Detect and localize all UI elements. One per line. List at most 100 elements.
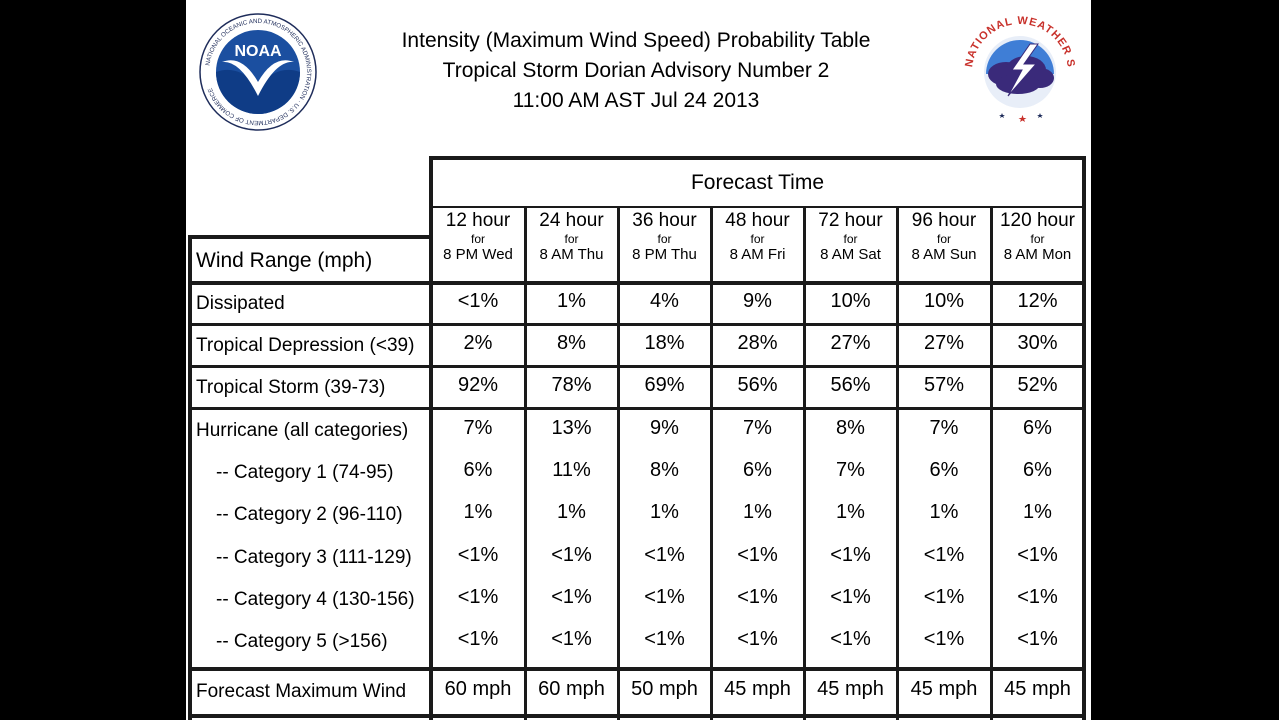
table-cell: 4%: [650, 289, 679, 312]
table-cell: 7%: [743, 416, 772, 439]
wind-range-header: Wind Range (mph): [196, 249, 373, 272]
table-cell: <1%: [457, 585, 499, 608]
table-cell: <1%: [923, 627, 965, 650]
table-cell: 6%: [463, 458, 493, 481]
table-cell: 50 mph: [631, 677, 698, 700]
table-cell: 27%: [923, 331, 965, 354]
table-cell: 12%: [1017, 289, 1058, 312]
column-divider: [990, 206, 993, 720]
table-cell: <1%: [1017, 585, 1058, 608]
table-cell: 7%: [836, 458, 865, 481]
table-cell: 8%: [650, 458, 679, 481]
table-cell: 9%: [743, 289, 772, 312]
table-cell: <1%: [737, 627, 778, 650]
column-divider: [524, 206, 527, 720]
row-label: -- Category 3 (111-129): [216, 547, 412, 568]
table-cell: <1%: [551, 627, 592, 650]
column-header-hour: 24 hour: [539, 210, 604, 231]
table-cell: <1%: [457, 627, 499, 650]
table-cell: 45 mph: [1004, 677, 1071, 700]
table-cell: 52%: [1017, 373, 1058, 396]
table-cell: 10%: [830, 289, 871, 312]
column-divider: [896, 206, 899, 720]
probability-table: Forecast Time Wind Range (mph) 12 hour for 8…: [186, 0, 1091, 720]
table-border-left: [188, 235, 192, 720]
table-cell: 10%: [923, 289, 965, 312]
table-cell: <1%: [551, 543, 592, 566]
column-header-for: for: [1030, 232, 1045, 246]
table-cell: <1%: [644, 543, 685, 566]
table-cell: 1%: [463, 500, 493, 523]
table-cell: 60 mph: [444, 677, 512, 700]
row-divider: [189, 323, 1084, 326]
column-divider: [710, 206, 713, 720]
column-header-hour: 72 hour: [818, 210, 883, 231]
nws-logo-icon: NATIONAL WEATHER SERVICE: [960, 10, 1076, 122]
noaa-logo-icon: NOAA NATIONAL OCEANIC AND ATMOSPHERIC AD…: [199, 13, 317, 131]
row-divider: [189, 365, 1084, 368]
table-cell: 1%: [557, 500, 586, 523]
column-divider: [803, 206, 806, 720]
table-cell: <1%: [830, 543, 871, 566]
table-cell: 1%: [557, 289, 586, 312]
table-cell: 11%: [552, 458, 591, 481]
table-cell: 9%: [650, 416, 679, 439]
table-cell: 1%: [836, 500, 865, 523]
column-header-hour: 96 hour: [911, 210, 977, 231]
table-cell: 45 mph: [817, 677, 884, 700]
table-cell: 6%: [1023, 416, 1052, 439]
table-cell: 27%: [830, 331, 871, 354]
table-cell: 56%: [737, 373, 778, 396]
table-cell: 1%: [743, 500, 772, 523]
column-header-hour: 48 hour: [725, 210, 790, 231]
column-header-for: for: [657, 232, 672, 246]
table-cell: 7%: [929, 416, 959, 439]
table-cell: 18%: [644, 331, 685, 354]
column-header: 48 hour for 8 AM Fri: [711, 210, 804, 264]
document-panel: NOAA NATIONAL OCEANIC AND ATMOSPHERIC AD…: [186, 0, 1091, 720]
column-divider: [617, 206, 620, 720]
table-cell: <1%: [457, 543, 499, 566]
table-cell: 8%: [836, 416, 865, 439]
label-border-top: [189, 235, 431, 239]
column-header: 120 hour for 8 AM Mon: [991, 210, 1084, 264]
table-cell: 8%: [557, 331, 586, 354]
svg-text:NOAA: NOAA: [234, 43, 282, 60]
column-header-for: for: [564, 232, 579, 246]
table-cell: <1%: [644, 627, 685, 650]
table-cell: 92%: [457, 373, 499, 396]
forecast-time-divider: [431, 206, 1084, 208]
table-cell: 2%: [463, 331, 493, 354]
column-header-time: 8 AM Sun: [911, 246, 977, 263]
table-cell: 60 mph: [538, 677, 605, 700]
table-cell: <1%: [1017, 543, 1058, 566]
title-block: Intensity (Maximum Wind Speed) Probabili…: [386, 26, 886, 116]
row-divider: [189, 407, 1084, 410]
row-divider: [189, 281, 1084, 285]
table-cell: 6%: [743, 458, 772, 481]
row-label: -- Category 2 (96-110): [216, 504, 403, 525]
column-header-time: 8 AM Thu: [539, 246, 604, 263]
column-header-for: for: [936, 232, 951, 246]
column-header: 72 hour for 8 AM Sat: [804, 210, 897, 264]
table-cell: <1%: [830, 627, 871, 650]
table-cell: <1%: [737, 585, 778, 608]
table-cell: 30%: [1017, 331, 1058, 354]
title-line-2: Tropical Storm Dorian Advisory Number 2: [442, 59, 830, 82]
column-header-for: for: [470, 232, 485, 246]
table-cell: 57%: [923, 373, 965, 396]
table-border-bottom: [189, 714, 1084, 718]
table-cell: <1%: [923, 585, 965, 608]
row-label: -- Category 5 (>156): [216, 631, 388, 652]
table-cell: 69%: [644, 373, 685, 396]
table-cell: <1%: [1017, 627, 1058, 650]
column-header-time: 8 AM Mon: [1003, 246, 1072, 263]
table-cell: <1%: [457, 289, 499, 312]
column-header-for: for: [843, 232, 858, 246]
table-cell: 1%: [1023, 500, 1052, 523]
row-label: -- Category 1 (74-95): [216, 462, 394, 483]
column-header-hour: 120 hour: [999, 210, 1075, 231]
title-line-3: 11:00 AM AST Jul 24 2013: [512, 89, 760, 112]
row-label: -- Category 4 (130-156): [216, 589, 415, 610]
column-header-for: for: [750, 232, 765, 246]
